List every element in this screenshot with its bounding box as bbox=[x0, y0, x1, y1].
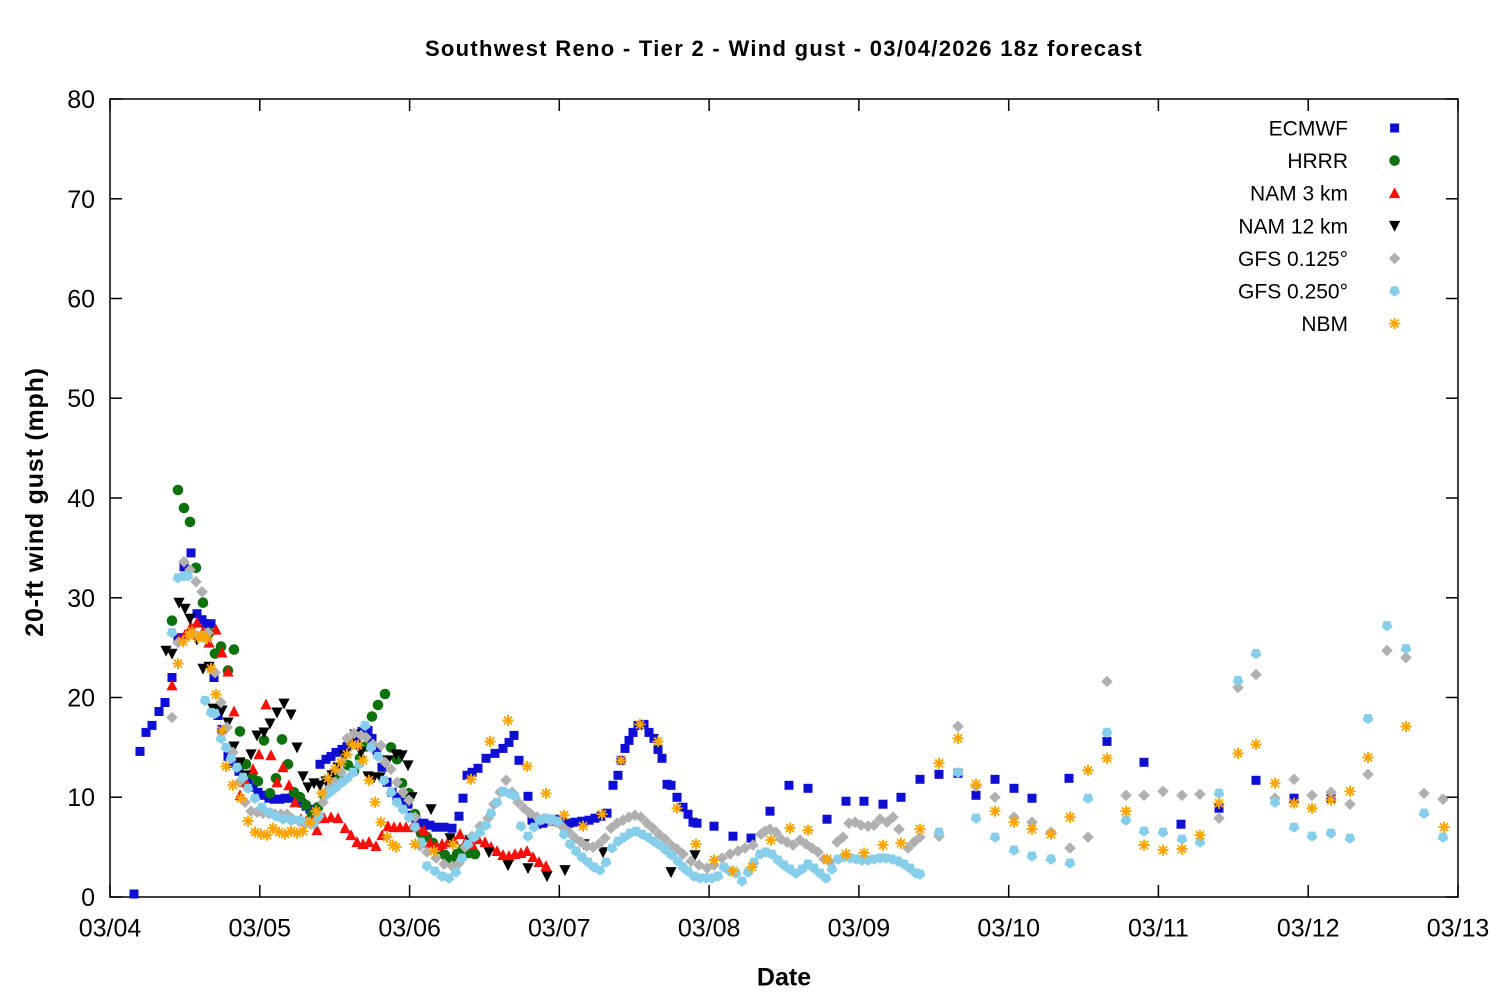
svg-text:10: 10 bbox=[67, 784, 95, 812]
svg-text:03/12: 03/12 bbox=[1277, 915, 1340, 943]
svg-text:80: 80 bbox=[67, 86, 95, 114]
svg-text:NAM 12 km: NAM 12 km bbox=[1238, 215, 1348, 238]
svg-text:03/10: 03/10 bbox=[977, 915, 1040, 943]
svg-text:50: 50 bbox=[67, 385, 95, 413]
svg-text:0: 0 bbox=[81, 884, 95, 912]
svg-text:20: 20 bbox=[67, 685, 95, 713]
svg-text:GFS 0.250°: GFS 0.250° bbox=[1238, 281, 1348, 304]
svg-text:NAM 3 km: NAM 3 km bbox=[1250, 183, 1348, 206]
svg-text:ECMWF: ECMWF bbox=[1269, 118, 1348, 141]
svg-text:03/09: 03/09 bbox=[828, 915, 891, 943]
svg-text:Southwest Reno - Tier 2 - Wind: Southwest Reno - Tier 2 - Wind gust - 03… bbox=[425, 36, 1143, 61]
svg-text:HRRR: HRRR bbox=[1287, 150, 1348, 173]
svg-text:70: 70 bbox=[67, 186, 95, 214]
svg-text:GFS 0.125°: GFS 0.125° bbox=[1238, 248, 1348, 271]
svg-text:Date: Date bbox=[757, 964, 811, 992]
svg-text:30: 30 bbox=[67, 585, 95, 613]
svg-text:03/06: 03/06 bbox=[378, 915, 441, 943]
svg-text:03/07: 03/07 bbox=[528, 915, 591, 943]
svg-text:03/05: 03/05 bbox=[229, 915, 292, 943]
svg-text:NBM: NBM bbox=[1301, 313, 1348, 336]
svg-text:20-ft wind gust (mph): 20-ft wind gust (mph) bbox=[21, 367, 49, 637]
svg-text:03/13: 03/13 bbox=[1427, 915, 1490, 943]
svg-text:03/11: 03/11 bbox=[1128, 915, 1189, 943]
svg-text:03/04: 03/04 bbox=[79, 915, 142, 943]
svg-text:03/08: 03/08 bbox=[678, 915, 741, 943]
svg-text:60: 60 bbox=[67, 286, 95, 314]
svg-text:40: 40 bbox=[67, 485, 95, 513]
